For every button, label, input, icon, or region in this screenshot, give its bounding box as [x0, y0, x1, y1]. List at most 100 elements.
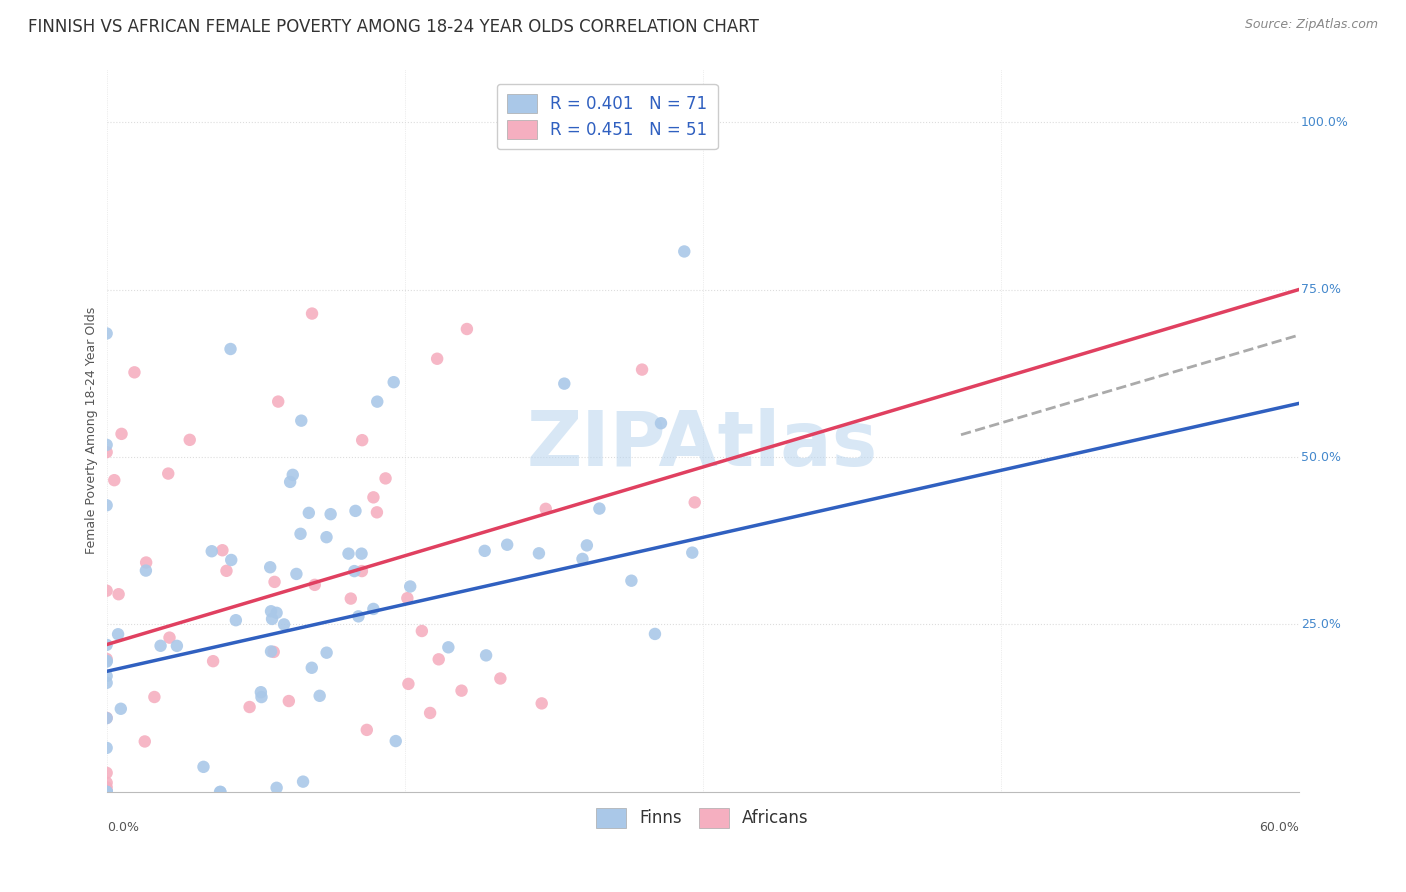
Point [366, 505, 388, 519]
Point [96, 652, 118, 666]
Point [673, 244, 696, 259]
Point [292, 774, 315, 789]
Point [135, 564, 157, 578]
Point [96, 711, 118, 725]
Text: Source: ZipAtlas.com: Source: ZipAtlas.com [1244, 18, 1378, 31]
Point [193, 760, 215, 774]
Point [290, 414, 312, 428]
Point [260, 644, 283, 658]
Text: ZIPAtlas: ZIPAtlas [527, 408, 879, 482]
Point [239, 700, 262, 714]
Point [527, 546, 550, 560]
Point [96, 785, 118, 799]
Point [588, 501, 610, 516]
Point [475, 648, 498, 663]
Point [474, 544, 496, 558]
Point [159, 631, 181, 645]
Point [285, 566, 308, 581]
Point [344, 504, 367, 518]
Point [260, 604, 283, 618]
Text: 75.0%: 75.0% [1301, 283, 1341, 296]
Point [209, 785, 232, 799]
Point [215, 564, 238, 578]
Point [134, 734, 156, 748]
Point [290, 526, 312, 541]
Point [530, 697, 553, 711]
Point [384, 734, 406, 748]
Point [202, 654, 225, 668]
Point [301, 307, 323, 321]
Text: FINNISH VS AFRICAN FEMALE POVERTY AMONG 18-24 YEAR OLDS CORRELATION CHART: FINNISH VS AFRICAN FEMALE POVERTY AMONG … [28, 18, 759, 36]
Point [631, 362, 654, 376]
Point [110, 426, 132, 441]
Point [157, 467, 180, 481]
Point [219, 553, 242, 567]
Point [260, 612, 283, 626]
Point [96, 785, 118, 799]
Text: 25.0%: 25.0% [1301, 618, 1341, 631]
Point [96, 676, 118, 690]
Text: 0.0%: 0.0% [107, 821, 139, 834]
Point [374, 471, 396, 485]
Point [456, 322, 478, 336]
Legend: R = 0.401   N = 71, R = 0.451   N = 51: R = 0.401 N = 71, R = 0.451 N = 51 [498, 84, 717, 149]
Point [96, 785, 118, 799]
Point [399, 579, 422, 593]
Point [96, 785, 118, 799]
Point [135, 556, 157, 570]
Point [396, 677, 419, 691]
Point [96, 765, 118, 780]
Point [281, 467, 304, 482]
Point [96, 654, 118, 668]
Point [315, 646, 337, 660]
Point [308, 689, 330, 703]
Point [347, 609, 370, 624]
Point [107, 627, 129, 641]
Point [96, 438, 118, 452]
Point [337, 547, 360, 561]
Point [450, 683, 472, 698]
Point [273, 617, 295, 632]
Point [352, 433, 374, 447]
Text: 60.0%: 60.0% [1258, 821, 1299, 834]
Point [259, 560, 281, 574]
Point [96, 711, 118, 725]
Point [575, 538, 598, 552]
Text: 100.0%: 100.0% [1301, 116, 1348, 128]
Point [304, 578, 326, 592]
Point [211, 543, 233, 558]
Point [96, 655, 118, 669]
Point [96, 669, 118, 683]
Point [96, 785, 118, 799]
Point [411, 624, 433, 638]
Point [143, 690, 166, 704]
Point [149, 639, 172, 653]
Point [278, 475, 301, 489]
Point [489, 672, 512, 686]
Point [339, 591, 361, 606]
Point [343, 564, 366, 578]
Point [301, 661, 323, 675]
Point [644, 627, 666, 641]
Point [110, 702, 132, 716]
Point [225, 613, 247, 627]
Point [534, 501, 557, 516]
Point [356, 723, 378, 737]
Point [277, 694, 299, 708]
Point [426, 351, 449, 366]
Point [427, 652, 450, 666]
Point [201, 544, 224, 558]
Point [350, 564, 373, 578]
Point [103, 473, 125, 487]
Text: 50.0%: 50.0% [1301, 450, 1341, 464]
Point [437, 640, 460, 655]
Y-axis label: Female Poverty Among 18-24 Year Olds: Female Poverty Among 18-24 Year Olds [86, 307, 98, 554]
Point [96, 780, 118, 795]
Point [315, 530, 337, 544]
Point [266, 606, 288, 620]
Point [96, 785, 118, 799]
Point [319, 507, 342, 521]
Point [96, 445, 118, 459]
Point [350, 547, 373, 561]
Point [382, 375, 405, 389]
